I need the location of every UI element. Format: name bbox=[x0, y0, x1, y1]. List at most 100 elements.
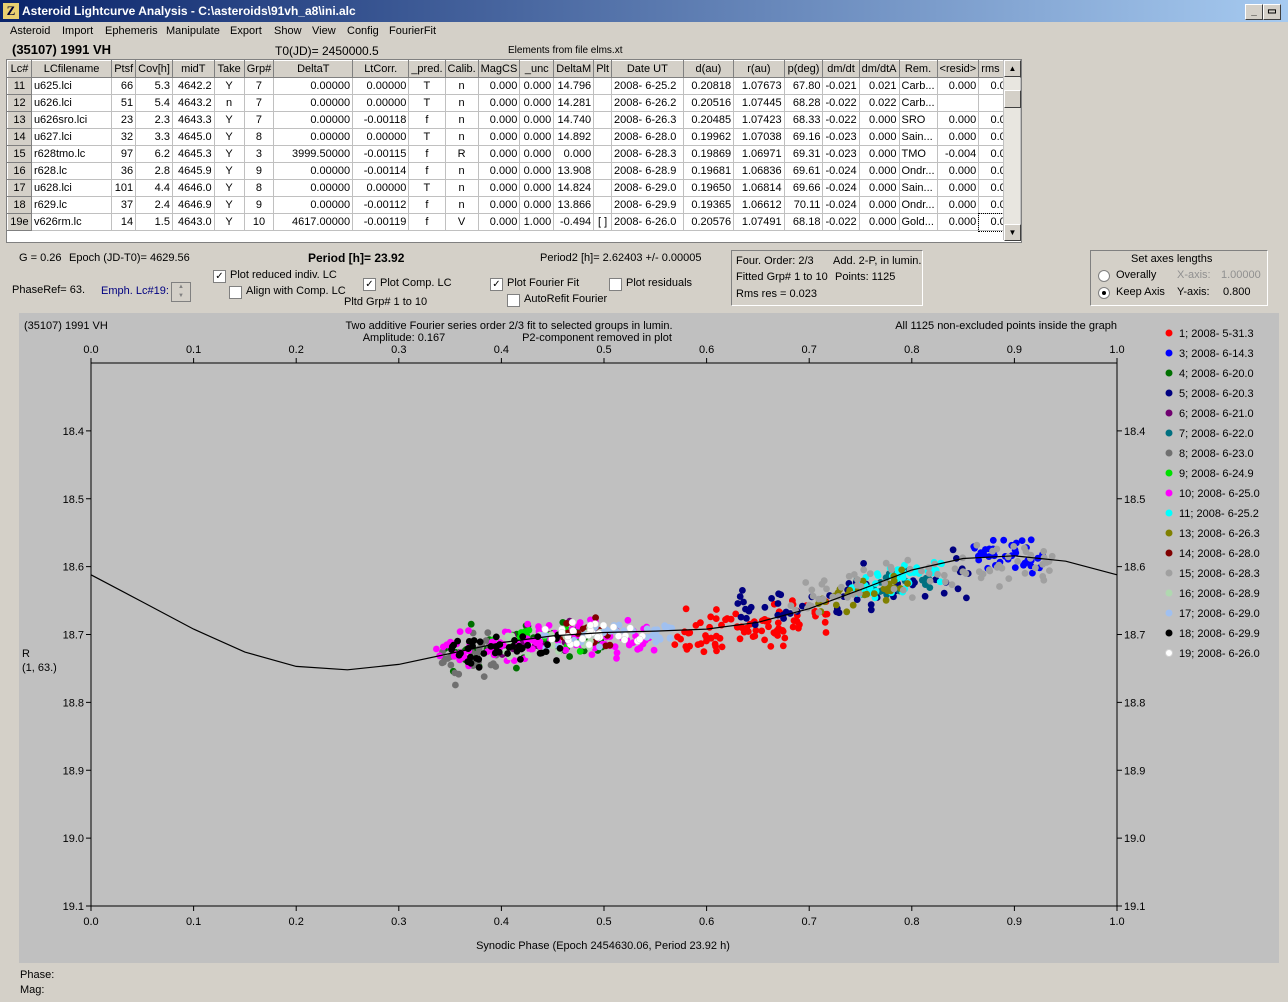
table-cell[interactable] bbox=[593, 77, 613, 95]
table-cell[interactable]: 23 bbox=[111, 111, 137, 129]
table-cell[interactable]: 0.00000 bbox=[273, 128, 354, 146]
row-header[interactable]: 18 bbox=[7, 196, 32, 214]
table-cell[interactable]: T bbox=[408, 128, 446, 146]
table-cell[interactable]: r629.lc bbox=[30, 196, 113, 214]
table-cell[interactable]: 5.3 bbox=[135, 77, 173, 95]
table-cell[interactable]: 1.06971 bbox=[733, 145, 785, 163]
table-scrollbar[interactable]: ▲ ▼ bbox=[1003, 60, 1021, 241]
table-cell[interactable]: n bbox=[444, 196, 479, 214]
menu-manipulate[interactable]: Manipulate bbox=[166, 25, 220, 37]
table-cell[interactable]: f bbox=[408, 162, 446, 180]
table-cell[interactable]: Sain... bbox=[898, 179, 938, 197]
table-cell[interactable]: -0.022 bbox=[822, 213, 860, 231]
table-cell[interactable]: 0.00000 bbox=[273, 111, 354, 129]
row-header[interactable]: 19e bbox=[7, 213, 32, 231]
table-cell[interactable]: 0.000 bbox=[936, 111, 980, 129]
column-header[interactable]: r(au) bbox=[733, 60, 785, 78]
table-cell[interactable]: 0.000 bbox=[477, 213, 521, 231]
table-cell[interactable]: 8 bbox=[243, 128, 275, 146]
column-header[interactable]: d(au) bbox=[682, 60, 735, 78]
table-cell[interactable]: 37 bbox=[111, 196, 137, 214]
table-cell[interactable]: 5.4 bbox=[135, 94, 173, 112]
table-cell[interactable]: -0.024 bbox=[822, 196, 860, 214]
row-header[interactable]: 15 bbox=[7, 145, 32, 163]
table-cell[interactable]: 0.000 bbox=[858, 111, 900, 129]
plot-reduced-checkbox[interactable]: ✓ bbox=[213, 270, 226, 283]
align-comp-checkbox[interactable] bbox=[229, 286, 242, 299]
table-cell[interactable]: 2008- 6-28.9 bbox=[611, 162, 684, 180]
table-cell[interactable]: r628tmo.lc bbox=[30, 145, 113, 163]
table-cell[interactable]: 9 bbox=[243, 196, 275, 214]
table-cell[interactable]: 69.16 bbox=[783, 128, 824, 146]
table-cell[interactable]: 68.33 bbox=[783, 111, 824, 129]
menu-config[interactable]: Config bbox=[347, 25, 379, 37]
table-cell[interactable]: 1.07038 bbox=[733, 128, 785, 146]
table-row[interactable]: 19e v626rm.lc 14 1.5 4643.0 Y 10 4617.00000 -0.0… bbox=[7, 212, 1021, 232]
table-cell[interactable]: 2.3 bbox=[135, 111, 173, 129]
table-cell[interactable]: TMO bbox=[898, 145, 938, 163]
menu-fourierfit[interactable]: FourierFit bbox=[389, 25, 437, 37]
column-header[interactable]: _unc bbox=[519, 60, 555, 78]
table-cell[interactable]: 3 bbox=[243, 145, 275, 163]
table-cell[interactable]: 51 bbox=[111, 94, 137, 112]
table-cell[interactable]: 4645.9 bbox=[171, 162, 215, 180]
column-header[interactable]: <resid> bbox=[936, 60, 980, 78]
table-cell[interactable]: 0.000 bbox=[858, 213, 900, 231]
table-cell[interactable]: u628.lci bbox=[30, 179, 113, 197]
table-cell[interactable]: -0.494 bbox=[553, 213, 595, 231]
column-header[interactable]: dm/dt bbox=[822, 60, 860, 78]
menu-export[interactable]: Export bbox=[230, 25, 262, 37]
table-cell[interactable]: f bbox=[408, 111, 446, 129]
table-cell[interactable]: 2008- 6-28.0 bbox=[611, 128, 684, 146]
table-cell[interactable]: 1.5 bbox=[135, 213, 173, 231]
table-cell[interactable]: 9 bbox=[243, 162, 275, 180]
table-cell[interactable]: Y bbox=[213, 111, 245, 129]
plot-comp-checkbox[interactable]: ✓ bbox=[363, 278, 376, 291]
table-cell[interactable]: 0.000 bbox=[936, 196, 980, 214]
row-header[interactable]: 11 bbox=[7, 77, 32, 95]
table-cell[interactable]: u627.lci bbox=[30, 128, 113, 146]
keep-axis-radio[interactable] bbox=[1098, 287, 1110, 299]
table-cell[interactable]: 0.00000 bbox=[273, 94, 354, 112]
table-cell[interactable]: 1.06814 bbox=[733, 179, 785, 197]
table-cell[interactable]: n bbox=[444, 77, 479, 95]
table-cell[interactable]: 2008- 6-29.9 bbox=[611, 196, 684, 214]
plot-fourier-checkbox[interactable]: ✓ bbox=[490, 278, 503, 291]
column-header[interactable]: LCfilename bbox=[30, 60, 113, 78]
table-cell[interactable]: 1.07423 bbox=[733, 111, 785, 129]
column-header[interactable]: Lc# bbox=[7, 60, 32, 78]
table-cell[interactable]: 66 bbox=[111, 77, 137, 95]
table-cell[interactable]: 0.19869 bbox=[682, 145, 735, 163]
table-cell[interactable]: 0.000 bbox=[477, 111, 521, 129]
table-cell[interactable]: 1.07445 bbox=[733, 94, 785, 112]
table-cell[interactable]: 0.00000 bbox=[273, 77, 354, 95]
table-cell[interactable]: 0.000 bbox=[477, 196, 521, 214]
table-cell[interactable]: 67.80 bbox=[783, 77, 824, 95]
table-cell[interactable]: 0.00000 bbox=[352, 128, 410, 146]
emph-spinner[interactable]: ▲ ▼ bbox=[171, 282, 191, 302]
table-cell[interactable]: 0.000 bbox=[936, 162, 980, 180]
table-cell[interactable]: -0.022 bbox=[822, 111, 860, 129]
table-cell[interactable]: -0.00112 bbox=[352, 196, 410, 214]
table-cell[interactable]: 14.824 bbox=[553, 179, 595, 197]
x-axis-input[interactable]: 1.00000 bbox=[1221, 269, 1261, 281]
table-cell[interactable]: 14.740 bbox=[553, 111, 595, 129]
table-cell[interactable]: Y bbox=[213, 162, 245, 180]
table-cell[interactable]: 0.00000 bbox=[273, 179, 354, 197]
table-cell[interactable]: 3.3 bbox=[135, 128, 173, 146]
table-cell[interactable]: 0.000 bbox=[858, 128, 900, 146]
table-cell[interactable] bbox=[936, 94, 980, 112]
table-cell[interactable]: 7 bbox=[243, 77, 275, 95]
table-cell[interactable]: 0.000 bbox=[519, 94, 555, 112]
overally-radio[interactable] bbox=[1098, 270, 1110, 282]
table-cell[interactable]: 69.61 bbox=[783, 162, 824, 180]
table-cell[interactable]: 69.31 bbox=[783, 145, 824, 163]
table-cell[interactable]: 4646.0 bbox=[171, 179, 215, 197]
table-cell[interactable]: 0.19650 bbox=[682, 179, 735, 197]
table-cell[interactable]: 0.20485 bbox=[682, 111, 735, 129]
table-cell[interactable] bbox=[593, 111, 613, 129]
table-cell[interactable]: 0.021 bbox=[858, 77, 900, 95]
table-cell[interactable]: T bbox=[408, 94, 446, 112]
table-cell[interactable]: 0.00000 bbox=[352, 94, 410, 112]
column-header[interactable]: _pred. bbox=[408, 60, 446, 78]
